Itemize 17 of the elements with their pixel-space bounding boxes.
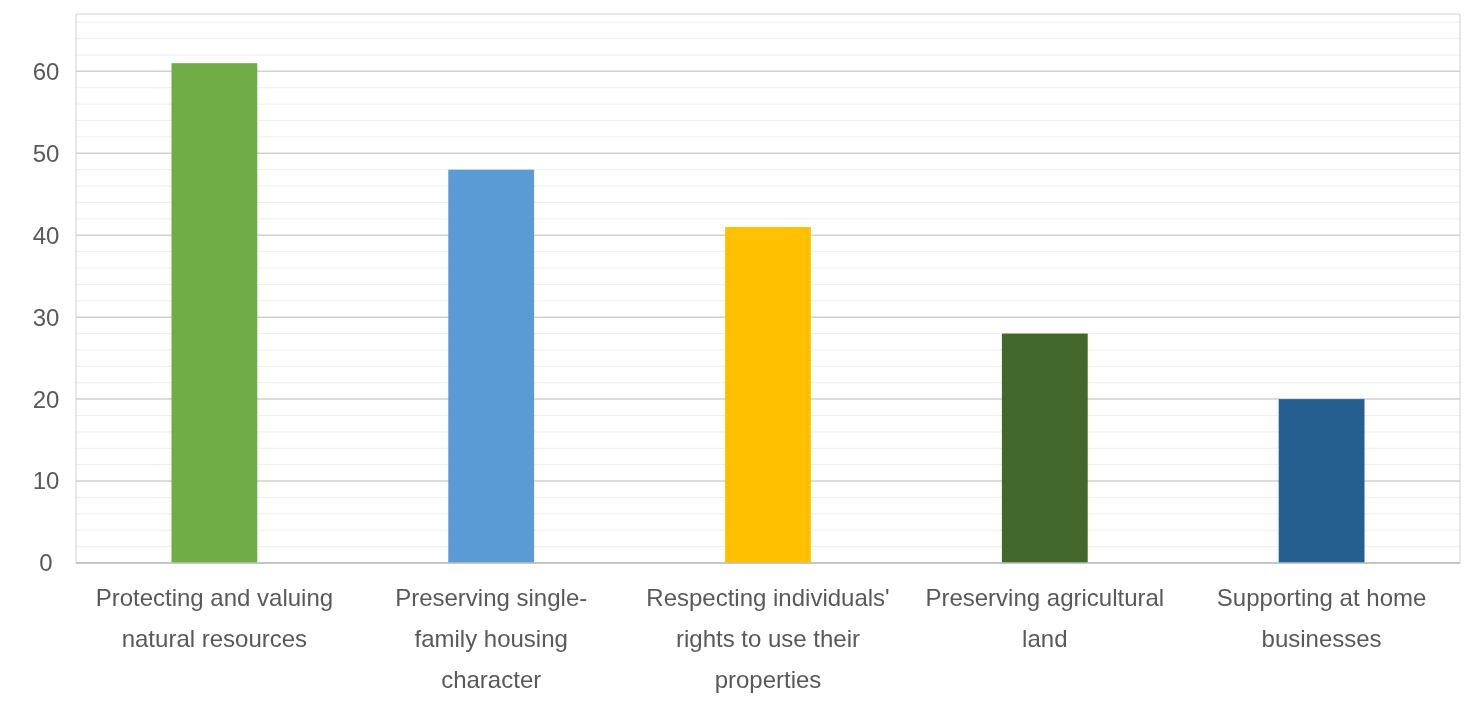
x-tick-label: Preserving single-family housing character: [395, 584, 588, 693]
bar: [1001, 333, 1088, 563]
x-tick-label: Respecting individuals' rights to use their properties: [646, 584, 890, 693]
y-tick-label: 20: [32, 385, 60, 413]
y-tick-label: 10: [32, 467, 60, 495]
y-tick-label: 50: [32, 139, 60, 167]
bar: [1278, 399, 1365, 563]
bar: [448, 169, 535, 563]
y-tick-label: 30: [32, 303, 60, 331]
y-tick-label: 40: [32, 221, 60, 249]
x-tick-label: Preserving agricultural land: [925, 584, 1165, 652]
y-tick-label: 0: [39, 549, 53, 577]
x-tick-label: Supporting at home businesses: [1216, 584, 1427, 652]
y-tick-label: 60: [32, 57, 60, 85]
bar: [725, 227, 811, 563]
bar: [171, 63, 258, 563]
x-tick-label: Protecting and valuing natural resources: [95, 584, 334, 652]
